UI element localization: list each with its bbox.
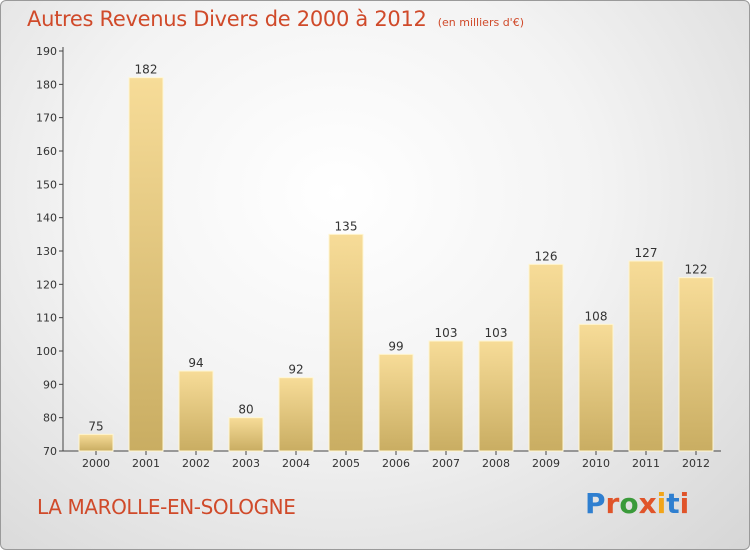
chart-title: Autres Revenus Divers de 2000 à 2012 xyxy=(27,7,427,31)
bar-2003 xyxy=(228,417,264,452)
y-tick-label: 140 xyxy=(36,212,57,225)
x-tick-label: 2010 xyxy=(582,457,610,470)
x-tick-label: 2002 xyxy=(182,457,210,470)
bar-value-label: 135 xyxy=(335,219,358,233)
x-tick-label: 2007 xyxy=(432,457,460,470)
bar-value-label: 94 xyxy=(188,356,203,370)
bar-2001 xyxy=(128,77,164,452)
x-tick-label: 2005 xyxy=(332,457,360,470)
x-tick-label: 2000 xyxy=(82,457,110,470)
bar-value-label: 75 xyxy=(88,419,103,433)
bar-2000 xyxy=(78,433,114,452)
bar-2006 xyxy=(378,353,414,452)
y-tick-label: 120 xyxy=(36,278,57,291)
bar-value-label: 103 xyxy=(435,326,458,340)
bar-2004 xyxy=(278,377,314,452)
bar-value-label: 182 xyxy=(135,63,158,77)
x-tick-label: 2006 xyxy=(382,457,410,470)
logo-letter: i xyxy=(656,487,667,520)
bar-value-label: 92 xyxy=(288,363,303,377)
bar-2002 xyxy=(178,370,214,452)
x-tick-label: 2001 xyxy=(132,457,160,470)
bar-2007 xyxy=(428,340,464,452)
y-tick-label: 130 xyxy=(36,245,57,258)
x-tick-label: 2011 xyxy=(632,457,660,470)
bar-value-label: 122 xyxy=(685,263,708,277)
x-tick-label: 2009 xyxy=(532,457,560,470)
logo-letter: o xyxy=(619,487,639,520)
logo-letter: t xyxy=(666,487,680,520)
bar-value-label: 127 xyxy=(635,246,658,260)
y-tick-label: 100 xyxy=(36,345,57,358)
bar-2012 xyxy=(678,277,714,452)
y-tick-label: 90 xyxy=(43,378,57,391)
bar-2005 xyxy=(328,233,364,452)
bar-value-label: 80 xyxy=(238,403,253,417)
chart-subtitle: (en milliers d'€) xyxy=(437,16,524,29)
bar-value-label: 126 xyxy=(535,249,558,263)
y-tick-label: 80 xyxy=(43,412,57,425)
title-block: Autres Revenus Divers de 2000 à 2012 (en… xyxy=(27,7,524,31)
bar-2010 xyxy=(578,323,614,452)
bar-value-label: 103 xyxy=(485,326,508,340)
x-tick-label: 2008 xyxy=(482,457,510,470)
bar-value-label: 108 xyxy=(585,309,608,323)
y-tick-label: 180 xyxy=(36,78,57,91)
logo-letter: P xyxy=(585,487,606,520)
y-tick-label: 170 xyxy=(36,112,57,125)
bar-2011 xyxy=(628,260,664,452)
bar-value-label: 99 xyxy=(388,339,403,353)
logo-letter: x xyxy=(638,487,657,520)
y-tick-label: 190 xyxy=(36,45,57,58)
y-tick-label: 160 xyxy=(36,145,57,158)
bar-2009 xyxy=(528,263,564,452)
x-tick-label: 2003 xyxy=(232,457,260,470)
logo-letter: i xyxy=(679,487,690,520)
y-tick-label: 70 xyxy=(43,445,57,458)
place-name: LA MAROLLE-EN-SOLOGNE xyxy=(37,495,296,519)
proxiti-logo: Proxiti xyxy=(585,487,689,520)
logo-letter: r xyxy=(605,487,620,520)
y-tick-label: 150 xyxy=(36,178,57,191)
y-tick-label: 110 xyxy=(36,312,57,325)
x-tick-label: 2012 xyxy=(682,457,710,470)
bar-2008 xyxy=(478,340,514,452)
x-tick-label: 2004 xyxy=(282,457,310,470)
